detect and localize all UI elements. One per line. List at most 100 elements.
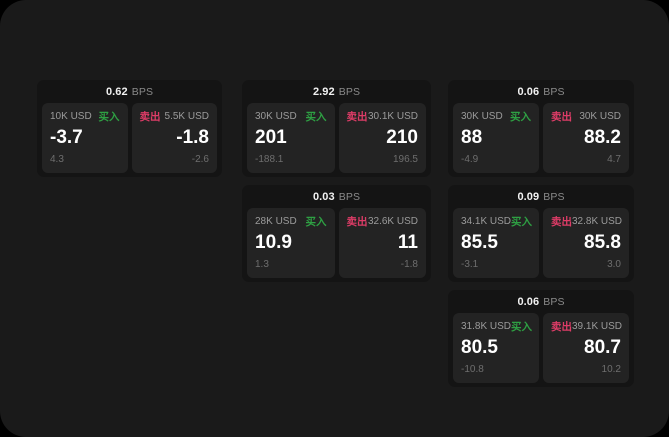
- spread-bps-unit: BPS: [543, 85, 565, 98]
- order-size-label: 28K USD: [255, 216, 297, 227]
- order-size-label: 30K USD: [255, 111, 297, 122]
- order-size-label: 30.1K USD: [367, 111, 418, 122]
- spread-bps-unit: BPS: [338, 190, 361, 203]
- price-delta: -1.8: [400, 259, 418, 270]
- buy-pane[interactable]: 31.8K USD 买入 80.5 -10.8: [453, 313, 539, 383]
- order-size-label: 39.1K USD: [572, 321, 623, 332]
- quote-panes: 34.1K USD 买入 85.5 -3.1 卖出 32.8K USD 85.8 3.0: [448, 208, 634, 283]
- pane-header: 28K USD 买入: [255, 215, 327, 228]
- buy-pane[interactable]: 28K USD 买入 10.9 1.3: [247, 208, 335, 278]
- price-value: 85.8: [584, 232, 621, 253]
- buy-side-label: 买入: [98, 111, 120, 123]
- price-value: 11: [397, 232, 418, 253]
- order-size-label: 32.8K USD: [572, 216, 623, 227]
- buy-pane[interactable]: 10K USD 买入 -3.7 4.3: [42, 103, 128, 173]
- price-value: 85.5: [461, 232, 498, 253]
- buy-side-label: 买入: [511, 216, 533, 228]
- pane-header: 卖出 32.8K USD: [551, 215, 623, 228]
- price-delta: 10.2: [601, 364, 621, 375]
- price-delta: 4.3: [50, 154, 64, 165]
- sell-side-label: 卖出: [551, 111, 572, 123]
- sell-pane[interactable]: 卖出 39.1K USD 80.7 10.2: [543, 313, 629, 383]
- price-value: 80.5: [461, 337, 498, 358]
- sell-pane[interactable]: 卖出 32.6K USD 11 -1.8: [338, 208, 426, 278]
- spread-bps-value: 0.03: [312, 190, 335, 203]
- buy-pane[interactable]: 34.1K USD 买入 85.5 -3.1: [453, 208, 539, 278]
- sell-side-label: 卖出: [346, 111, 368, 123]
- pane-header: 卖出 32.6K USD: [347, 215, 419, 228]
- quote-card[interactable]: 0.62 BPS 10K USD 买入 -3.7 4.3 卖出 5.5K USD -1.8 -2.…: [37, 80, 222, 177]
- price-value: 201: [255, 127, 287, 148]
- pane-header: 卖出 39.1K USD: [551, 320, 623, 333]
- price-value: -1.8: [176, 127, 209, 148]
- order-size-label: 30K USD: [579, 111, 621, 122]
- price-delta: 1.3: [255, 259, 269, 270]
- sell-side-label: 卖出: [346, 216, 368, 228]
- buy-pane[interactable]: 30K USD 买入 88 -4.9: [453, 103, 539, 173]
- spread-bps-value: 2.92: [312, 85, 335, 98]
- spread-header: 0.06 BPS: [448, 80, 634, 103]
- order-size-label: 5.5K USD: [164, 111, 209, 122]
- price-value: -3.7: [50, 127, 83, 148]
- spread-bps-value: 0.62: [105, 85, 128, 98]
- spread-header: 0.03 BPS: [242, 185, 431, 208]
- order-size-label: 32.6K USD: [367, 216, 418, 227]
- pane-header: 卖出 30.1K USD: [347, 110, 419, 123]
- price-delta: -4.9: [461, 154, 479, 165]
- buy-side-label: 买入: [511, 321, 533, 333]
- order-size-label: 34.1K USD: [461, 216, 512, 227]
- sell-pane[interactable]: 卖出 5.5K USD -1.8 -2.6: [131, 103, 217, 173]
- price-value: 80.7: [584, 337, 621, 358]
- pane-header: 卖出 30K USD: [551, 110, 621, 123]
- quote-panes: 28K USD 买入 10.9 1.3 卖出 32.6K USD 11 -1.8: [242, 208, 431, 283]
- quote-card[interactable]: 0.06 BPS 31.8K USD 买入 80.5 -10.8 卖出 39.1K USD 80…: [448, 290, 634, 387]
- price-value: 88.2: [584, 127, 621, 148]
- spread-bps-value: 0.06: [517, 85, 540, 98]
- order-size-label: 31.8K USD: [461, 321, 512, 332]
- pane-header: 卖出 5.5K USD: [140, 110, 210, 123]
- order-size-label: 10K USD: [50, 111, 92, 122]
- quote-panes: 10K USD 买入 -3.7 4.3 卖出 5.5K USD -1.8 -2.6: [37, 103, 222, 178]
- price-delta: 196.5: [392, 154, 418, 165]
- sell-side-label: 卖出: [551, 321, 572, 333]
- quote-card[interactable]: 0.03 BPS 28K USD 买入 10.9 1.3 卖出 32.6K USD 11 -1.8: [242, 185, 431, 282]
- spread-bps-unit: BPS: [338, 85, 361, 98]
- sell-pane[interactable]: 卖出 32.8K USD 85.8 3.0: [543, 208, 629, 278]
- spread-header: 0.09 BPS: [448, 185, 634, 208]
- price-delta: -10.8: [461, 364, 484, 375]
- sell-pane[interactable]: 卖出 30K USD 88.2 4.7: [543, 103, 629, 173]
- spread-header: 0.62 BPS: [37, 80, 222, 103]
- spread-bps-unit: BPS: [131, 85, 154, 98]
- sell-side-label: 卖出: [139, 111, 161, 123]
- price-value: 88: [461, 127, 483, 148]
- buy-side-label: 买入: [305, 111, 327, 123]
- spread-bps-value: 0.06: [517, 295, 540, 308]
- quote-panes: 30K USD 买入 88 -4.9 卖出 30K USD 88.2 4.7: [448, 103, 634, 178]
- price-value: 10.9: [255, 232, 292, 253]
- spread-header: 2.92 BPS: [242, 80, 431, 103]
- buy-pane[interactable]: 30K USD 买入 201 -188.1: [247, 103, 335, 173]
- pane-header: 30K USD 买入: [461, 110, 531, 123]
- pane-header: 30K USD 买入: [255, 110, 327, 123]
- quote-panes: 31.8K USD 买入 80.5 -10.8 卖出 39.1K USD 80.7 10.2: [448, 313, 634, 388]
- quote-card[interactable]: 0.09 BPS 34.1K USD 买入 85.5 -3.1 卖出 32.8K USD 85.…: [448, 185, 634, 282]
- price-delta: 3.0: [607, 259, 621, 270]
- spread-header: 0.06 BPS: [448, 290, 634, 313]
- spread-bps-unit: BPS: [543, 295, 565, 308]
- price-delta: -188.1: [255, 154, 284, 165]
- price-delta: -3.1: [461, 259, 479, 270]
- sell-pane[interactable]: 卖出 30.1K USD 210 196.5: [338, 103, 426, 173]
- pane-header: 34.1K USD 买入: [461, 215, 533, 228]
- price-delta: 4.7: [607, 154, 621, 165]
- quote-card[interactable]: 0.06 BPS 30K USD 买入 88 -4.9 卖出 30K USD 88.2 4.7: [448, 80, 634, 177]
- spread-bps-unit: BPS: [543, 190, 565, 203]
- quote-card[interactable]: 2.92 BPS 30K USD 买入 201 -188.1 卖出 30.1K USD 210 1…: [242, 80, 431, 177]
- spread-bps-value: 0.09: [517, 190, 540, 203]
- buy-side-label: 买入: [305, 216, 327, 228]
- price-delta: -2.6: [191, 154, 209, 165]
- sell-side-label: 卖出: [551, 216, 572, 228]
- quote-panes: 30K USD 买入 201 -188.1 卖出 30.1K USD 210 196.5: [242, 103, 431, 178]
- price-value: 210: [386, 127, 418, 148]
